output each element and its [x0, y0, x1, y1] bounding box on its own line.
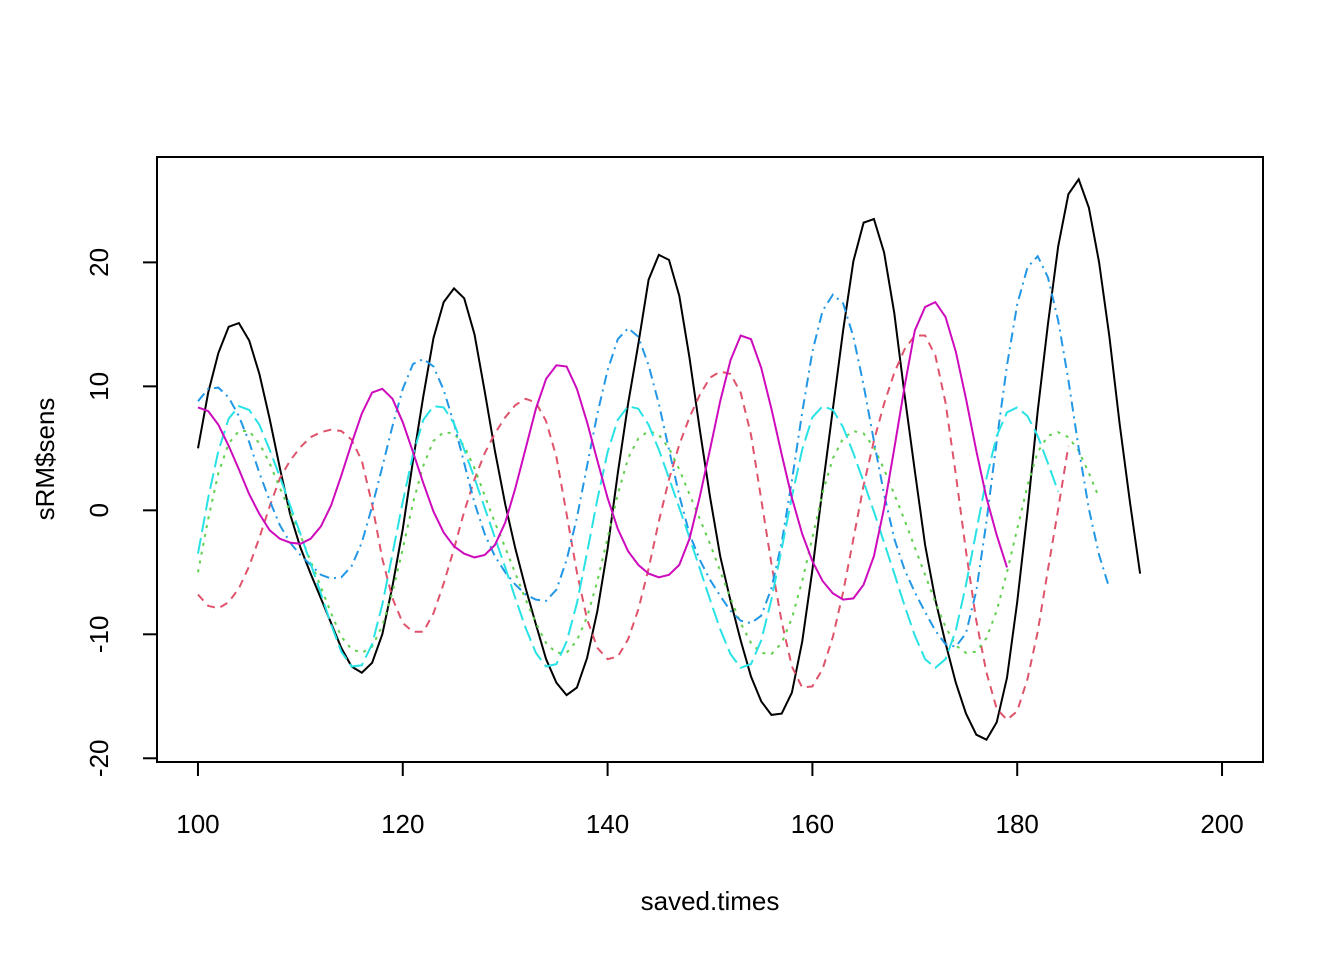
x-tick-label: 160: [791, 809, 834, 839]
y-tick-label: 10: [84, 372, 114, 401]
y-axis-label: sRM$sens: [30, 398, 60, 521]
series-line-2: [197, 334, 1070, 722]
x-axis-label: saved.times: [641, 886, 780, 916]
x-tick-label: 180: [996, 809, 1039, 839]
x-tick-label: 140: [586, 809, 629, 839]
series-line-3: [197, 429, 1101, 656]
series-layer: [197, 177, 1142, 742]
y-tick-label: -10: [84, 616, 114, 654]
x-tick-label: 200: [1200, 809, 1243, 839]
x-axis: 100 120 140 160 180 200: [176, 761, 1244, 839]
y-tick-label: 20: [84, 248, 114, 277]
y-axis: -20 -10 0 10 20: [84, 248, 158, 778]
x-tick-label: 100: [176, 809, 219, 839]
y-tick-label: -20: [84, 740, 114, 778]
series-line-5: [197, 405, 1060, 670]
series-line-1: [197, 177, 1142, 742]
series-line-4: [197, 254, 1111, 648]
series-line-6: [197, 300, 1008, 601]
y-tick-label: 0: [84, 503, 114, 517]
x-tick-label: 120: [381, 809, 424, 839]
